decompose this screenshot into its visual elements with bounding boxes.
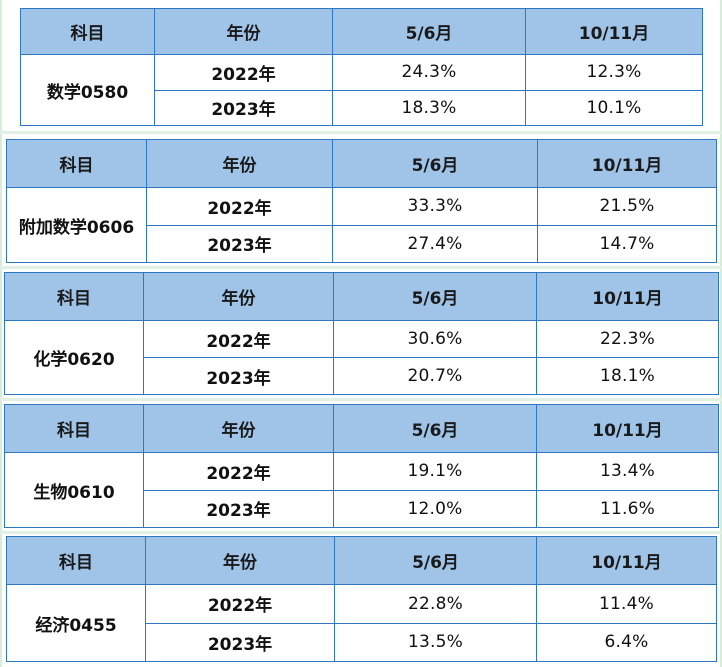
may-june-rate: 33.3%: [332, 187, 538, 226]
grade-table-economics: 科目 年份 5/6月 10/11月 经济0455 2022年 22.8% 11.…: [6, 536, 717, 662]
grade-table-additional-math: 科目 年份 5/6月 10/11月 附加数学0606 2022年 33.3% 2…: [6, 139, 717, 263]
year-cell: 2022年: [154, 54, 333, 91]
year-cell: 2022年: [146, 187, 333, 226]
header-subject: 科目: [4, 272, 144, 321]
year-cell: 2023年: [145, 622, 335, 662]
year-cell: 2023年: [143, 357, 334, 395]
grade-table-chemistry: 科目 年份 5/6月 10/11月 化学0620 2022年 30.6% 22.…: [4, 272, 719, 395]
table-row: 2023年 12.0% 11.6%: [5, 489, 719, 528]
header-may-june: 5/6月: [332, 139, 538, 188]
year-cell: 2023年: [154, 89, 333, 126]
may-june-rate: 24.3%: [332, 54, 526, 91]
may-june-rate: 30.6%: [333, 320, 537, 358]
section-divider: [0, 531, 722, 534]
table-row: 2023年 18.3% 10.1%: [21, 89, 703, 126]
table: 科目 年份 5/6月 10/11月 数学0580 2022年 24.3% 12.…: [20, 8, 703, 126]
header-subject: 科目: [6, 536, 146, 585]
oct-nov-rate: 11.4%: [536, 584, 717, 624]
header-oct-nov: 10/11月: [525, 8, 703, 55]
header-oct-nov: 10/11月: [537, 139, 717, 188]
subject-cell: 附加数学0606: [6, 187, 147, 263]
year-cell: 2022年: [143, 452, 334, 491]
year-cell: 2022年: [143, 320, 334, 358]
subject-cell: 化学0620: [4, 320, 144, 395]
header-year: 年份: [146, 139, 333, 188]
header-subject: 科目: [6, 139, 147, 188]
header-may-june: 5/6月: [333, 404, 537, 453]
table-row: 生物0610 2022年 19.1% 13.4%: [4, 452, 719, 528]
year-cell: 2022年: [145, 584, 335, 624]
table: 科目 年份 5/6月 10/11月 化学0620 2022年 30.6% 22.…: [4, 272, 719, 395]
table-row: 经济0455 2022年 22.8% 11.4%: [6, 584, 717, 662]
oct-nov-rate: 11.6%: [536, 489, 719, 528]
table-row: 化学0620 2022年 30.6% 22.3%: [4, 320, 719, 395]
grade-table-biology: 科目 年份 5/6月 10/11月 生物0610 2022年 19.1% 13.…: [4, 404, 719, 528]
table-row: 2023年 27.4% 14.7%: [7, 224, 717, 263]
oct-nov-rate: 18.1%: [536, 357, 719, 395]
header-may-june: 5/6月: [334, 536, 537, 585]
header-subject: 科目: [20, 8, 155, 55]
grade-table-math: 科目 年份 5/6月 10/11月 数学0580 2022年 24.3% 12.…: [20, 8, 703, 126]
may-june-rate: 18.3%: [332, 89, 526, 126]
oct-nov-rate: 21.5%: [537, 187, 717, 226]
may-june-rate: 22.8%: [334, 584, 537, 624]
table-row: 2023年 20.7% 18.1%: [5, 357, 719, 395]
section-divider: [0, 266, 722, 269]
header-oct-nov: 10/11月: [536, 536, 717, 585]
oct-nov-rate: 10.1%: [525, 89, 703, 126]
header-may-june: 5/6月: [332, 8, 526, 55]
may-june-rate: 27.4%: [332, 224, 538, 263]
header-subject: 科目: [4, 404, 144, 453]
oct-nov-rate: 14.7%: [537, 224, 717, 263]
header-oct-nov: 10/11月: [536, 404, 719, 453]
may-june-rate: 20.7%: [333, 357, 537, 395]
oct-nov-rate: 6.4%: [536, 622, 717, 662]
header-row: 科目 年份 5/6月 10/11月: [4, 404, 719, 453]
table-row: 2023年 13.5% 6.4%: [7, 622, 717, 662]
table: 科目 年份 5/6月 10/11月 附加数学0606 2022年 33.3% 2…: [6, 139, 717, 263]
subject-cell: 经济0455: [6, 584, 146, 662]
subject-cell: 生物0610: [4, 452, 144, 528]
oct-nov-rate: 22.3%: [536, 320, 719, 358]
header-row: 科目 年份 5/6月 10/11月: [6, 139, 717, 188]
table: 科目 年份 5/6月 10/11月 经济0455 2022年 22.8% 11.…: [6, 536, 717, 662]
table: 科目 年份 5/6月 10/11月 生物0610 2022年 19.1% 13.…: [4, 404, 719, 528]
table-row: 数学0580 2022年 24.3% 12.3%: [20, 54, 703, 126]
section-divider: [0, 131, 722, 134]
header-year: 年份: [143, 404, 334, 453]
year-cell: 2023年: [146, 224, 333, 263]
header-row: 科目 年份 5/6月 10/11月: [6, 536, 717, 585]
may-june-rate: 19.1%: [333, 452, 537, 491]
header-may-june: 5/6月: [333, 272, 537, 321]
oct-nov-rate: 12.3%: [525, 54, 703, 91]
may-june-rate: 12.0%: [333, 489, 537, 528]
oct-nov-rate: 13.4%: [536, 452, 719, 491]
header-row: 科目 年份 5/6月 10/11月: [20, 8, 703, 55]
year-cell: 2023年: [143, 489, 334, 528]
header-year: 年份: [145, 536, 335, 585]
subject-cell: 数学0580: [20, 54, 155, 126]
section-divider: [0, 398, 722, 401]
may-june-rate: 13.5%: [334, 622, 537, 662]
header-oct-nov: 10/11月: [536, 272, 719, 321]
table-row: 附加数学0606 2022年 33.3% 21.5%: [6, 187, 717, 263]
header-year: 年份: [143, 272, 334, 321]
header-year: 年份: [154, 8, 333, 55]
header-row: 科目 年份 5/6月 10/11月: [4, 272, 719, 321]
